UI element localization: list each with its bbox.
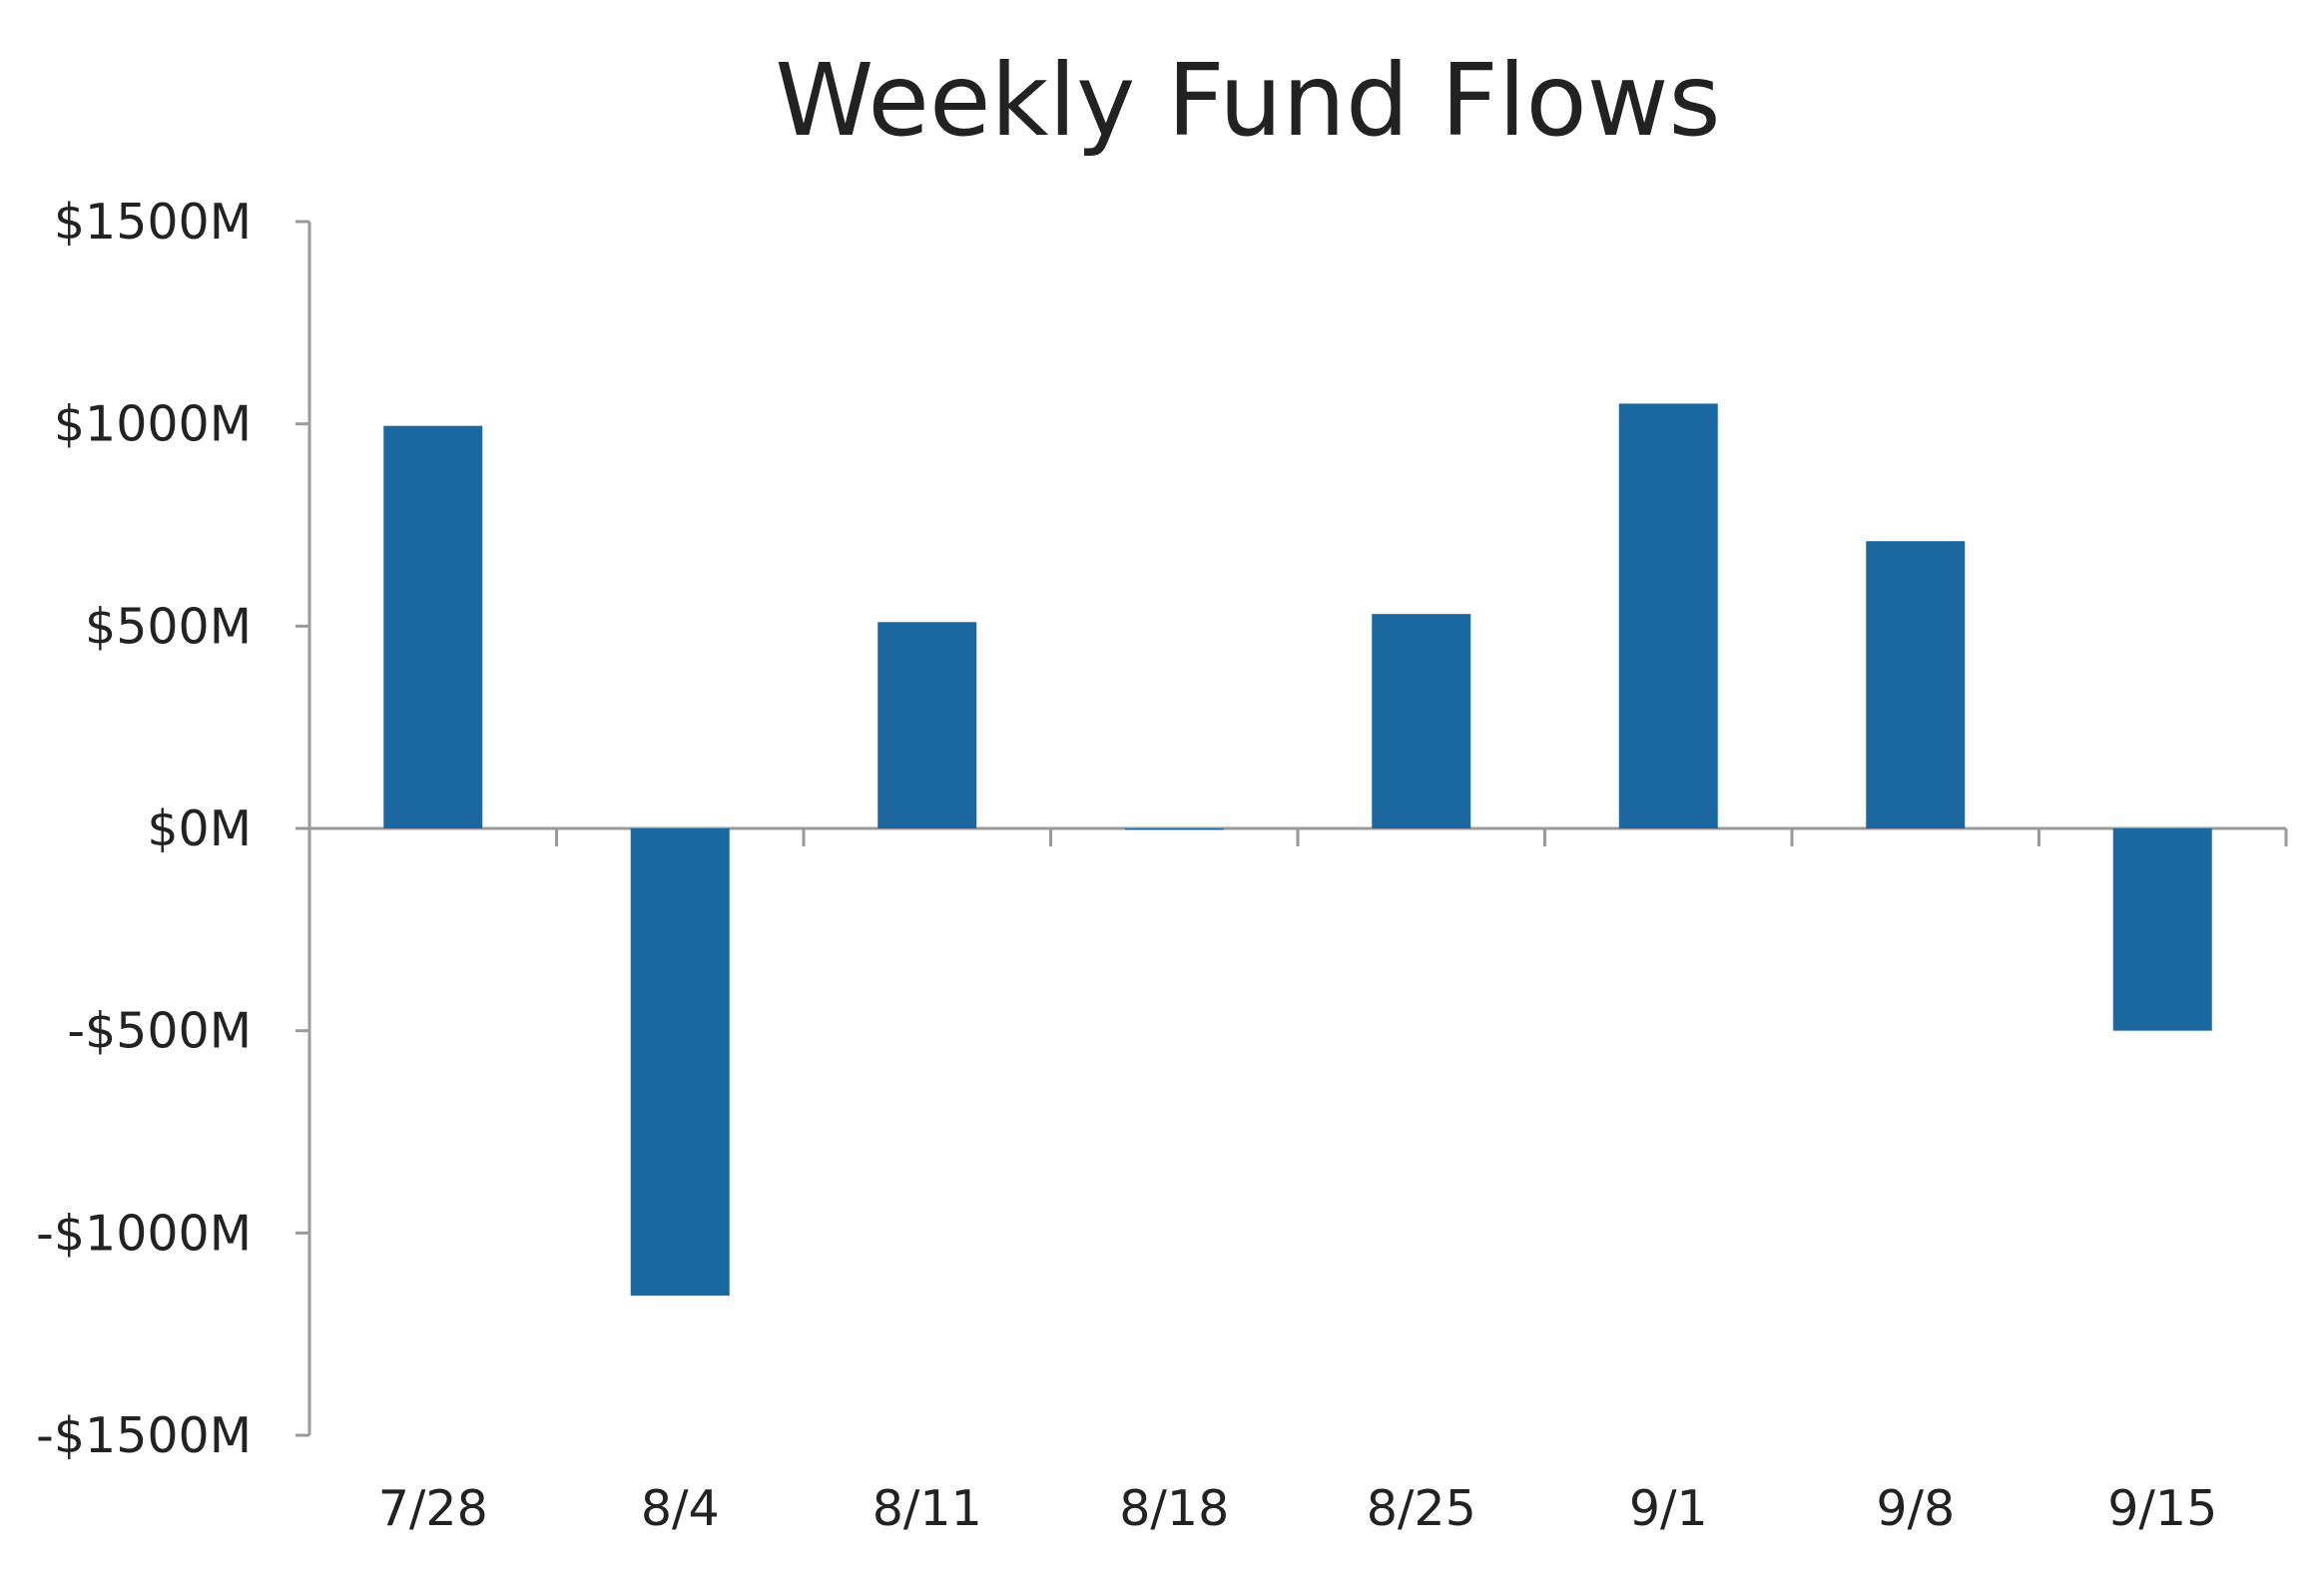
y-tick-label: $1500M	[54, 194, 252, 251]
x-tick-label: 7/28	[378, 1480, 488, 1537]
y-tick-label: -$1000M	[36, 1205, 252, 1262]
bar-7-28	[383, 425, 483, 828]
bar-9-15	[2112, 828, 2212, 1031]
bar-8-11	[877, 622, 977, 828]
bar-8-4	[630, 828, 730, 1297]
x-tick-label: 8/25	[1367, 1480, 1476, 1537]
x-tick-label: 9/8	[1876, 1480, 1955, 1537]
x-tick-label: 9/1	[1629, 1480, 1708, 1537]
y-tick-label: $1000M	[54, 396, 252, 453]
x-tick-label: 8/18	[1119, 1480, 1229, 1537]
x-axis	[309, 826, 2288, 846]
y-tick-label: -$1500M	[36, 1407, 252, 1464]
y-tick-label: $500M	[85, 598, 252, 655]
x-tick-label: 9/15	[2107, 1480, 2217, 1537]
y-axis: $1500M $1000M $500M $0M -$500M -$1000M -$1500M	[36, 194, 311, 1464]
bar-8-18	[1124, 828, 1224, 830]
chart-title: Weekly Fund Flows	[775, 42, 1720, 159]
bar-9-8	[1866, 541, 1966, 828]
bar-series	[383, 403, 2212, 1297]
y-tick-label: -$500M	[67, 1003, 252, 1060]
bar-9-1	[1618, 403, 1718, 828]
x-tick-label: 8/11	[872, 1480, 982, 1537]
bar-8-25	[1372, 614, 1471, 828]
y-tick-label: $0M	[147, 800, 252, 857]
x-tick-label: 8/4	[641, 1480, 720, 1537]
x-tick-labels: 7/28 8/4 8/11 8/18 8/25 9/1 9/8 9/15	[378, 1480, 2218, 1537]
